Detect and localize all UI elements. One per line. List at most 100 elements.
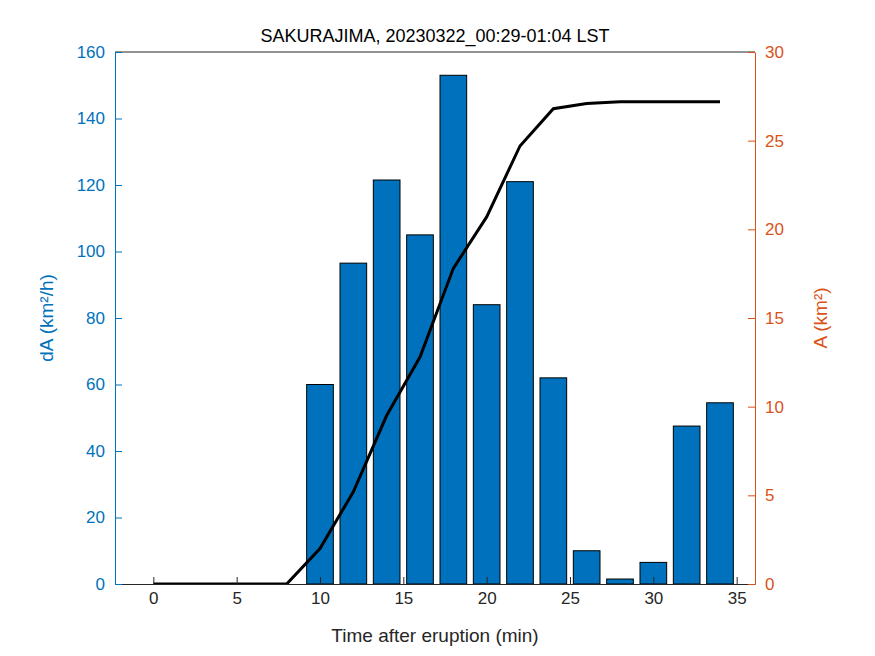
tick-label: 20	[478, 589, 497, 608]
tick: 100	[77, 242, 122, 261]
tick-mark	[115, 518, 122, 519]
tick: 25	[561, 577, 580, 608]
tick-mark	[748, 229, 755, 230]
tick-mark	[748, 318, 755, 319]
tick: 20	[86, 508, 122, 527]
bar	[673, 426, 700, 584]
tick: 80	[86, 309, 122, 328]
tick-label: 80	[86, 309, 105, 328]
tick-label: 5	[765, 486, 774, 505]
y-axis: 0 20 40 60 80 100 120 140 160	[77, 43, 122, 594]
tick-mark	[115, 385, 122, 386]
bar-series	[307, 75, 734, 584]
axis-line	[755, 53, 756, 585]
tick-mark	[748, 141, 755, 142]
tick: 25	[748, 132, 784, 151]
tick: 5	[232, 577, 241, 608]
bar	[607, 579, 634, 584]
tick-mark	[115, 52, 122, 53]
tick-mark	[748, 584, 755, 585]
plot-area	[115, 52, 755, 584]
tick-label: 10	[311, 589, 330, 608]
tick-mark	[748, 495, 755, 496]
tick-label: 0	[149, 589, 158, 608]
bar	[640, 562, 667, 584]
tick-label: 60	[86, 375, 105, 394]
tick-mark	[115, 185, 122, 186]
tick: 120	[77, 176, 122, 195]
tick-label: 10	[765, 398, 784, 417]
tick-mark	[153, 577, 154, 584]
tick-label: 20	[765, 220, 784, 239]
plot-marks	[153, 75, 733, 584]
tick-label: 100	[77, 242, 105, 261]
tick-mark	[115, 119, 122, 120]
tick: 160	[77, 43, 122, 62]
tick-label: 30	[765, 43, 784, 62]
tick-label: 5	[232, 589, 241, 608]
tick: 40	[86, 442, 122, 461]
tick-mark	[115, 318, 122, 319]
tick-mark	[653, 577, 654, 584]
tick-mark	[403, 577, 404, 584]
tick: 10	[748, 398, 784, 417]
y-axis-title: dA (km²/h)	[36, 274, 57, 362]
bar	[307, 385, 334, 585]
tick: 30	[748, 43, 784, 62]
tick-mark	[748, 407, 755, 408]
tick-mark	[237, 577, 238, 584]
tick-mark	[115, 252, 122, 253]
y2-axis-title: A (km²)	[810, 287, 831, 348]
tick: 140	[77, 109, 122, 128]
axis-line	[116, 584, 756, 585]
tick-label: 25	[561, 589, 580, 608]
tick: 10	[311, 577, 330, 608]
tick: 30	[644, 577, 663, 608]
line	[153, 102, 720, 584]
tick: 5	[748, 486, 774, 505]
tick-label: 25	[765, 132, 784, 151]
tick-label: 20	[86, 508, 105, 527]
bar	[407, 235, 434, 584]
bar	[373, 180, 400, 584]
tick-mark	[570, 577, 571, 584]
tick-label: 15	[765, 309, 784, 328]
frame-top	[115, 52, 755, 53]
tick-mark	[115, 451, 122, 452]
tick-mark	[748, 52, 755, 53]
x-axis: 0 5 10 15 20 25 30 35	[116, 577, 756, 608]
y2-axis: 0 5 10 15 20 25 30	[748, 43, 784, 594]
tick-label: 30	[644, 589, 663, 608]
bar	[473, 305, 500, 584]
tick: 0	[96, 575, 122, 594]
tick-label: 0	[765, 575, 774, 594]
tick-label: 160	[77, 43, 105, 62]
bar	[573, 551, 600, 584]
tick: 35	[728, 577, 747, 608]
tick: 0	[748, 575, 774, 594]
bar	[440, 75, 467, 584]
tick-label: 15	[394, 589, 413, 608]
tick-mark	[737, 577, 738, 584]
tick-mark	[320, 577, 321, 584]
bar	[707, 403, 734, 584]
tick: 60	[86, 375, 122, 394]
tick-mark	[115, 584, 122, 585]
tick-label: 140	[77, 109, 105, 128]
tick: 20	[478, 577, 497, 608]
bar	[540, 378, 567, 584]
tick-label: 40	[86, 442, 105, 461]
tick: 15	[394, 577, 413, 608]
tick-label: 35	[728, 589, 747, 608]
tick-label: 120	[77, 176, 105, 195]
tick-label: 0	[96, 575, 105, 594]
x-axis-title: Time after eruption (min)	[331, 625, 538, 646]
tick-mark	[487, 577, 488, 584]
bar	[340, 263, 367, 584]
chart: 0 5 10 15 20 25 30 35 0 20 40 60 80 100 120 140 160 0 5 10 1…	[0, 0, 875, 656]
title: SAKURAJIMA, 20230322_00:29-01:04 LST	[260, 26, 609, 47]
tick: 15	[748, 309, 784, 328]
bar	[507, 182, 534, 584]
tick: 20	[748, 220, 784, 239]
tick: 0	[149, 577, 158, 608]
